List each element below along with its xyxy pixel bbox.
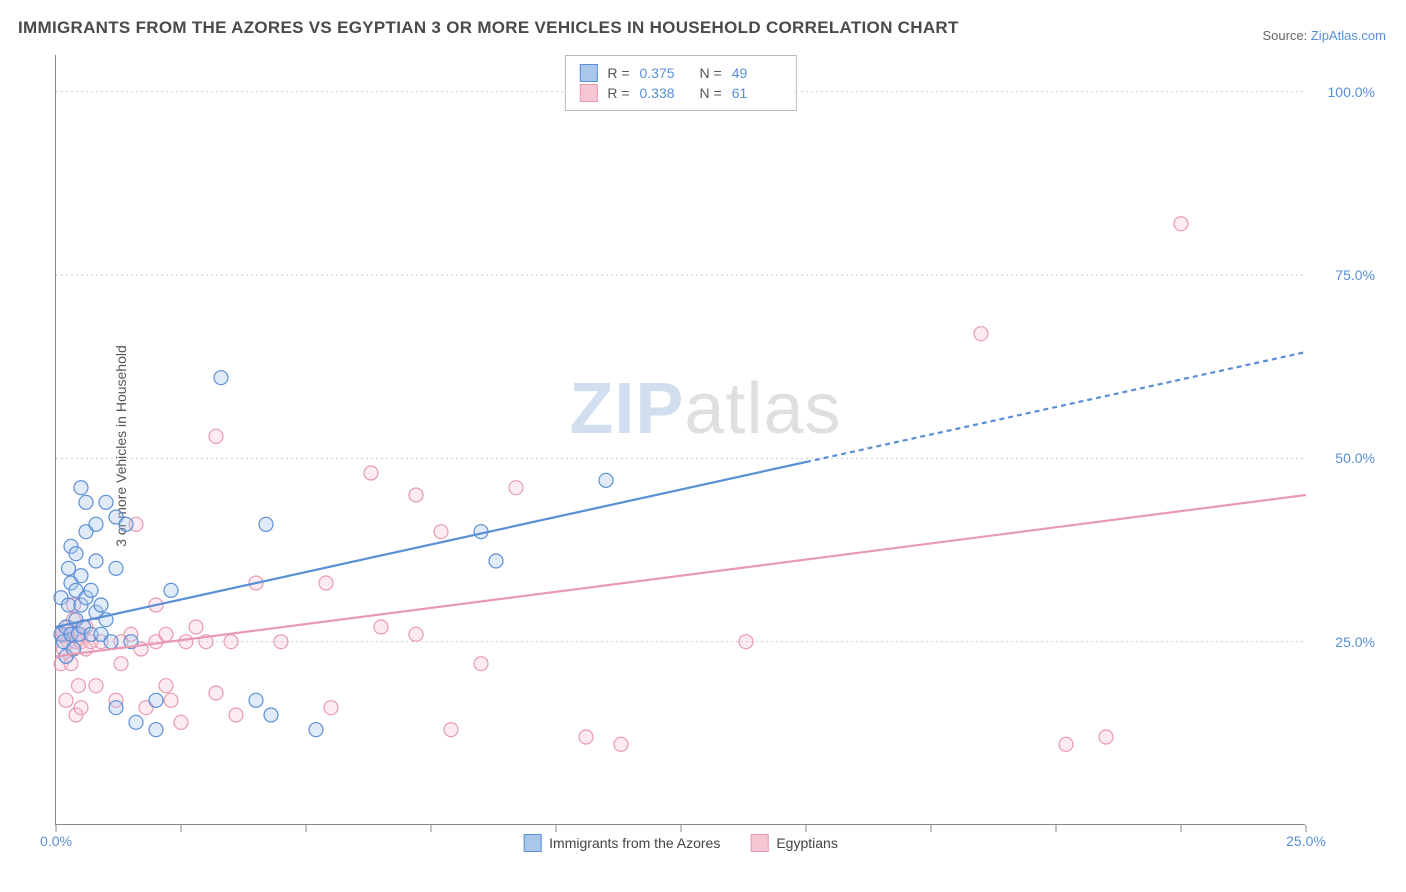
trend-lines [56, 352, 1306, 656]
y-tick-label: 25.0% [1335, 634, 1375, 650]
legend-swatch-azores-icon [523, 834, 541, 852]
axis-ticks [56, 825, 1306, 832]
x-tick-label: 25.0% [1286, 833, 1326, 849]
n-prefix: N = [700, 85, 722, 101]
legend-swatch-egyptians-icon [750, 834, 768, 852]
legend-swatch-azores [579, 64, 597, 82]
legend-row-azores: R = 0.375 N = 49 [579, 64, 781, 82]
source-label: Source: [1262, 28, 1310, 43]
legend-label-azores: Immigrants from the Azores [549, 835, 720, 851]
r-prefix: R = [607, 85, 629, 101]
plot-svg [56, 55, 1305, 824]
series-legend: Immigrants from the Azores Egyptians [523, 834, 838, 852]
n-value-egyptians: 61 [732, 85, 782, 101]
legend-label-egyptians: Egyptians [776, 835, 837, 851]
y-tick-label: 100.0% [1328, 84, 1375, 100]
source-attribution: Source: ZipAtlas.com [1262, 28, 1386, 43]
x-tick-label: 0.0% [40, 833, 72, 849]
source-link[interactable]: ZipAtlas.com [1311, 28, 1386, 43]
correlation-legend: R = 0.375 N = 49 R = 0.338 N = 61 [564, 55, 796, 111]
y-tick-label: 75.0% [1335, 267, 1375, 283]
r-prefix: R = [607, 65, 629, 81]
series-azores-points [54, 371, 613, 737]
legend-row-egyptians: R = 0.338 N = 61 [579, 84, 781, 102]
r-value-egyptians: 0.338 [640, 85, 690, 101]
r-value-azores: 0.375 [640, 65, 690, 81]
y-tick-label: 50.0% [1335, 450, 1375, 466]
gridlines [56, 92, 1306, 642]
series-egyptians-points [54, 217, 1188, 752]
n-prefix: N = [700, 65, 722, 81]
scatter-plot: ZIPatlas R = 0.375 N = 49 R = 0.338 N = … [55, 55, 1305, 825]
legend-swatch-egyptians [579, 84, 597, 102]
legend-item-egyptians: Egyptians [750, 834, 837, 852]
n-value-azores: 49 [732, 65, 782, 81]
legend-item-azores: Immigrants from the Azores [523, 834, 720, 852]
chart-title: IMMIGRANTS FROM THE AZORES VS EGYPTIAN 3… [18, 18, 959, 38]
